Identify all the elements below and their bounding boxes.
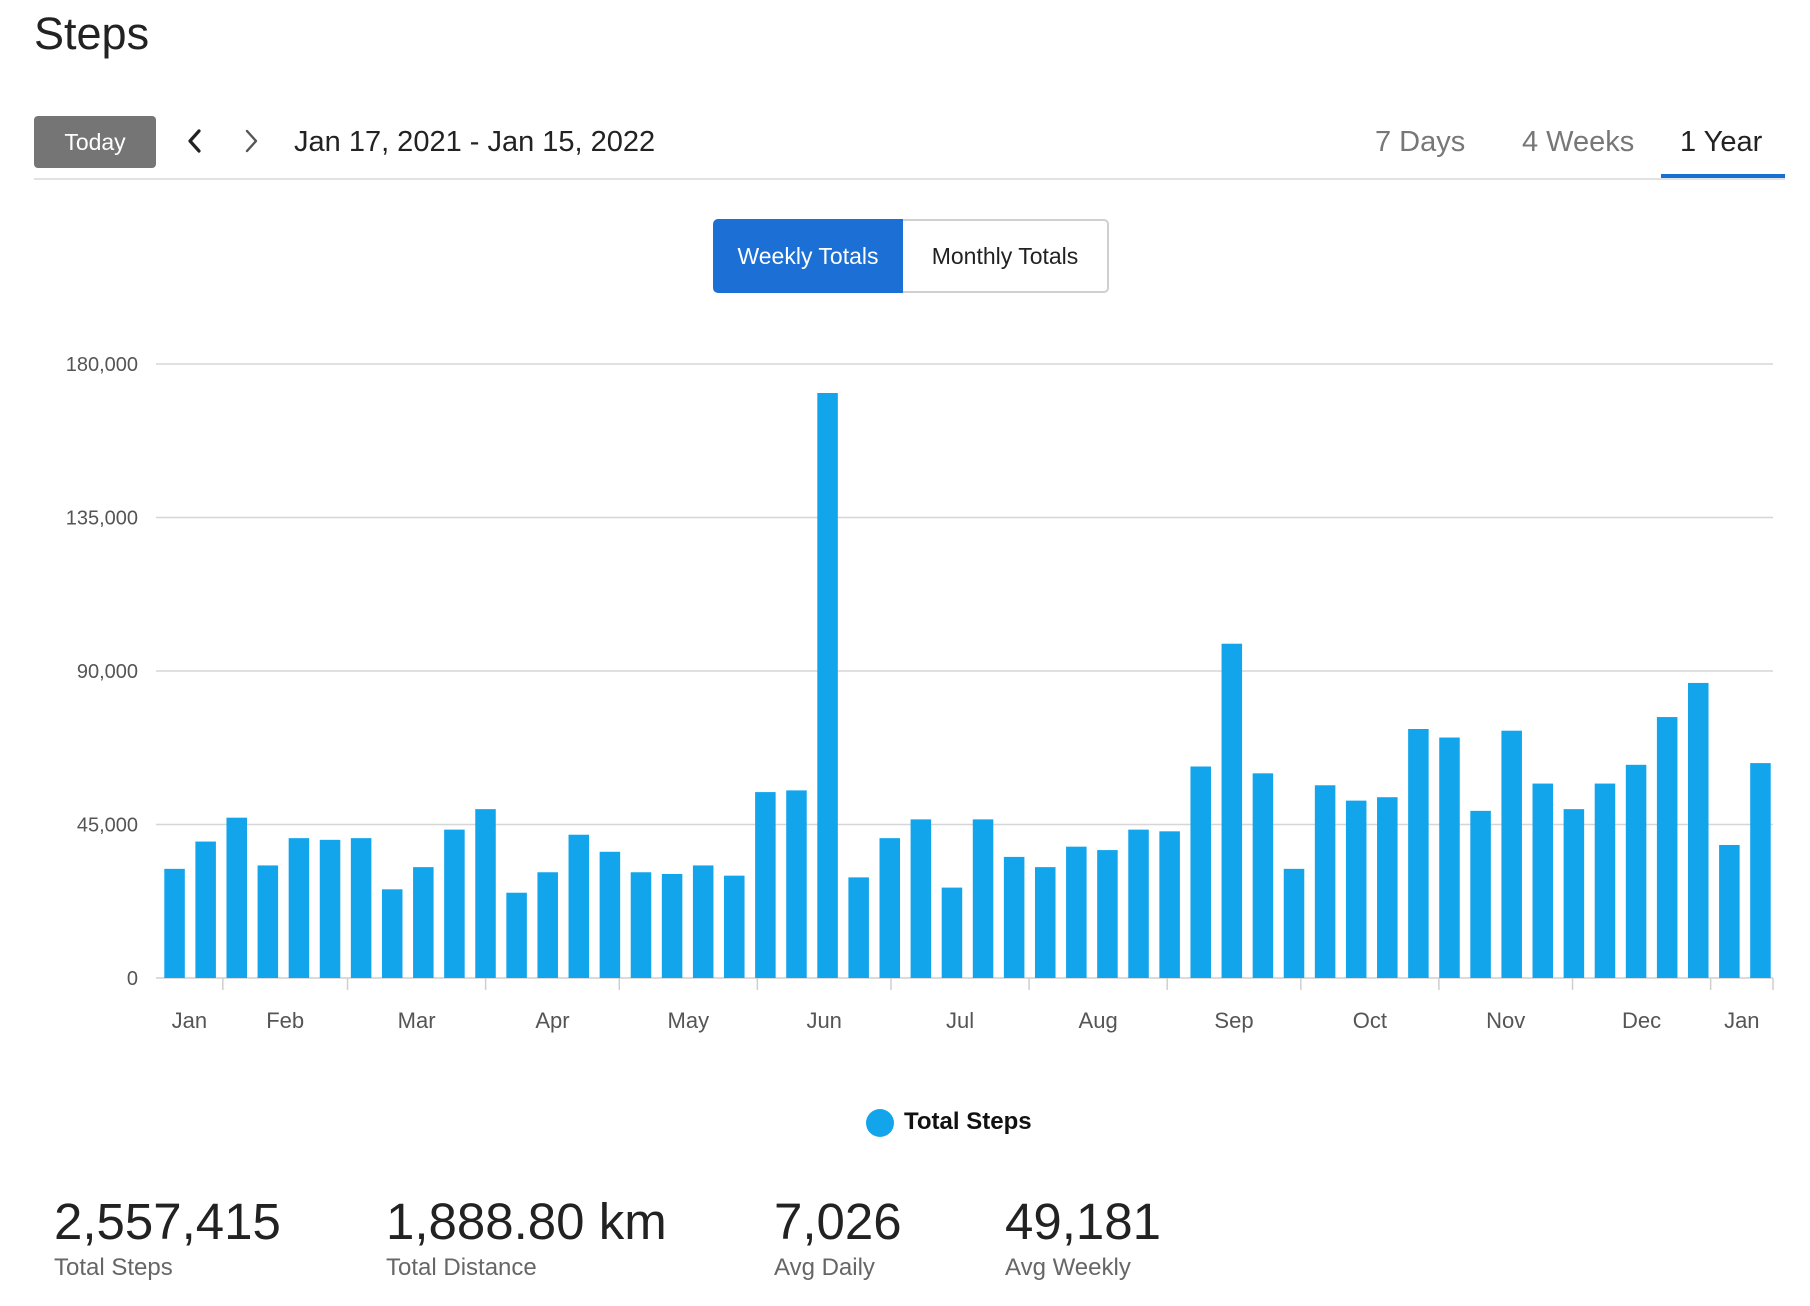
bar — [568, 834, 590, 978]
tab-7-days[interactable]: 7 Days — [1375, 126, 1466, 158]
bar — [817, 392, 838, 978]
legend-label: Total Steps — [904, 1108, 1032, 1135]
stat-total-distance: 1,888.80 km Total Distance — [386, 1190, 667, 1282]
weekly-totals-button[interactable]: Weekly Totals — [713, 219, 903, 293]
x-tick-label: Jun — [806, 1008, 841, 1033]
y-tick-label: 0 — [127, 968, 138, 990]
bar — [848, 877, 869, 978]
bar — [1221, 643, 1243, 978]
chevron-left-icon[interactable] — [180, 126, 210, 156]
bar — [724, 875, 745, 978]
x-tick-label: Aug — [1079, 1008, 1118, 1033]
bar — [257, 865, 279, 978]
bar — [1128, 829, 1149, 978]
stat-avg-weekly: 49,181 Avg Weekly — [1005, 1190, 1161, 1282]
x-tick-label: Dec — [1622, 1008, 1661, 1033]
bar — [1066, 846, 1087, 978]
bar — [226, 817, 248, 978]
bar — [1532, 783, 1554, 978]
bar — [1719, 844, 1740, 978]
bar — [1750, 763, 1771, 978]
bar — [879, 838, 901, 978]
stat-total-steps: 2,557,415 Total Steps — [54, 1190, 281, 1282]
today-button[interactable]: Today — [34, 116, 156, 168]
x-tick-label: Oct — [1353, 1008, 1387, 1033]
bar — [164, 868, 185, 978]
stat-label: Total Steps — [54, 1254, 173, 1281]
x-tick-label: Mar — [398, 1008, 436, 1033]
bar — [1377, 797, 1398, 978]
bar — [972, 819, 994, 978]
bar — [1283, 868, 1305, 978]
bar — [1159, 831, 1180, 978]
bar — [1470, 810, 1491, 978]
x-tick-label: Apr — [535, 1008, 569, 1033]
bar — [1345, 800, 1367, 978]
bar — [1501, 730, 1522, 978]
x-tick-label: Jan — [172, 1008, 207, 1033]
y-tick-label: 180,000 — [66, 354, 138, 376]
chevron-right-icon[interactable] — [236, 126, 266, 156]
y-tick-label: 90,000 — [77, 661, 138, 683]
bar — [1625, 764, 1647, 978]
bar — [1687, 682, 1709, 978]
bar — [661, 873, 683, 978]
bar — [319, 839, 341, 978]
bar — [1408, 728, 1429, 978]
bar — [1003, 856, 1025, 978]
bar — [1314, 785, 1336, 978]
bar — [506, 892, 527, 978]
stat-label: Total Distance — [386, 1254, 537, 1281]
stat-value: 2,557,415 — [54, 1193, 281, 1250]
bar — [381, 889, 403, 978]
active-tab-indicator — [1661, 174, 1785, 178]
date-toolbar: Today Jan 17, 2021 - Jan 15, 2022 7 Days… — [34, 116, 1785, 180]
x-tick-label: Jan — [1724, 1008, 1759, 1033]
stat-value: 49,181 — [1005, 1193, 1161, 1250]
x-tick-label: Nov — [1486, 1008, 1525, 1033]
x-tick-label: Feb — [266, 1008, 304, 1033]
legend-swatch — [866, 1109, 894, 1137]
tab-1-year[interactable]: 1 Year — [1680, 126, 1763, 158]
tab-4-weeks[interactable]: 4 Weeks — [1522, 126, 1635, 158]
bar — [195, 841, 216, 978]
bar — [444, 829, 465, 978]
stat-label: Avg Daily — [774, 1254, 875, 1281]
bar — [1594, 783, 1616, 978]
date-range-label: Jan 17, 2021 - Jan 15, 2022 — [294, 126, 656, 158]
bar — [692, 865, 714, 978]
bar — [1097, 850, 1118, 978]
bar — [413, 867, 434, 978]
bar — [350, 838, 372, 978]
bar — [599, 851, 621, 978]
bar — [288, 838, 310, 978]
monthly-totals-button[interactable]: Monthly Totals — [903, 219, 1109, 293]
x-tick-label: Sep — [1214, 1008, 1253, 1033]
x-tick-label: May — [668, 1008, 710, 1033]
bar — [1439, 737, 1460, 978]
bar — [1252, 773, 1274, 978]
bar — [941, 887, 963, 978]
stat-avg-daily: 7,026 Avg Daily — [774, 1190, 902, 1282]
y-tick-label: 135,000 — [66, 508, 138, 530]
weekly-steps-chart: 0 45,000 90,000 135,000 180,000 Jan Feb Mar Apr M… — [66, 354, 1774, 1033]
bar — [630, 872, 652, 978]
bar — [1034, 867, 1056, 978]
bar — [537, 872, 558, 978]
stat-value: 7,026 — [774, 1193, 902, 1250]
bar — [1563, 809, 1585, 978]
bar — [910, 819, 932, 978]
bar — [475, 809, 496, 978]
bar — [755, 792, 776, 978]
bar — [1190, 766, 1211, 978]
x-tick-label: Jul — [946, 1008, 974, 1033]
bar — [786, 790, 807, 978]
stat-label: Avg Weekly — [1005, 1254, 1131, 1281]
y-tick-label: 45,000 — [77, 815, 138, 837]
stat-value: 1,888.80 km — [386, 1193, 667, 1250]
page-title: Steps — [34, 8, 150, 59]
totals-toggle: Weekly Totals Monthly Totals — [713, 219, 1109, 293]
bar — [1656, 717, 1678, 978]
